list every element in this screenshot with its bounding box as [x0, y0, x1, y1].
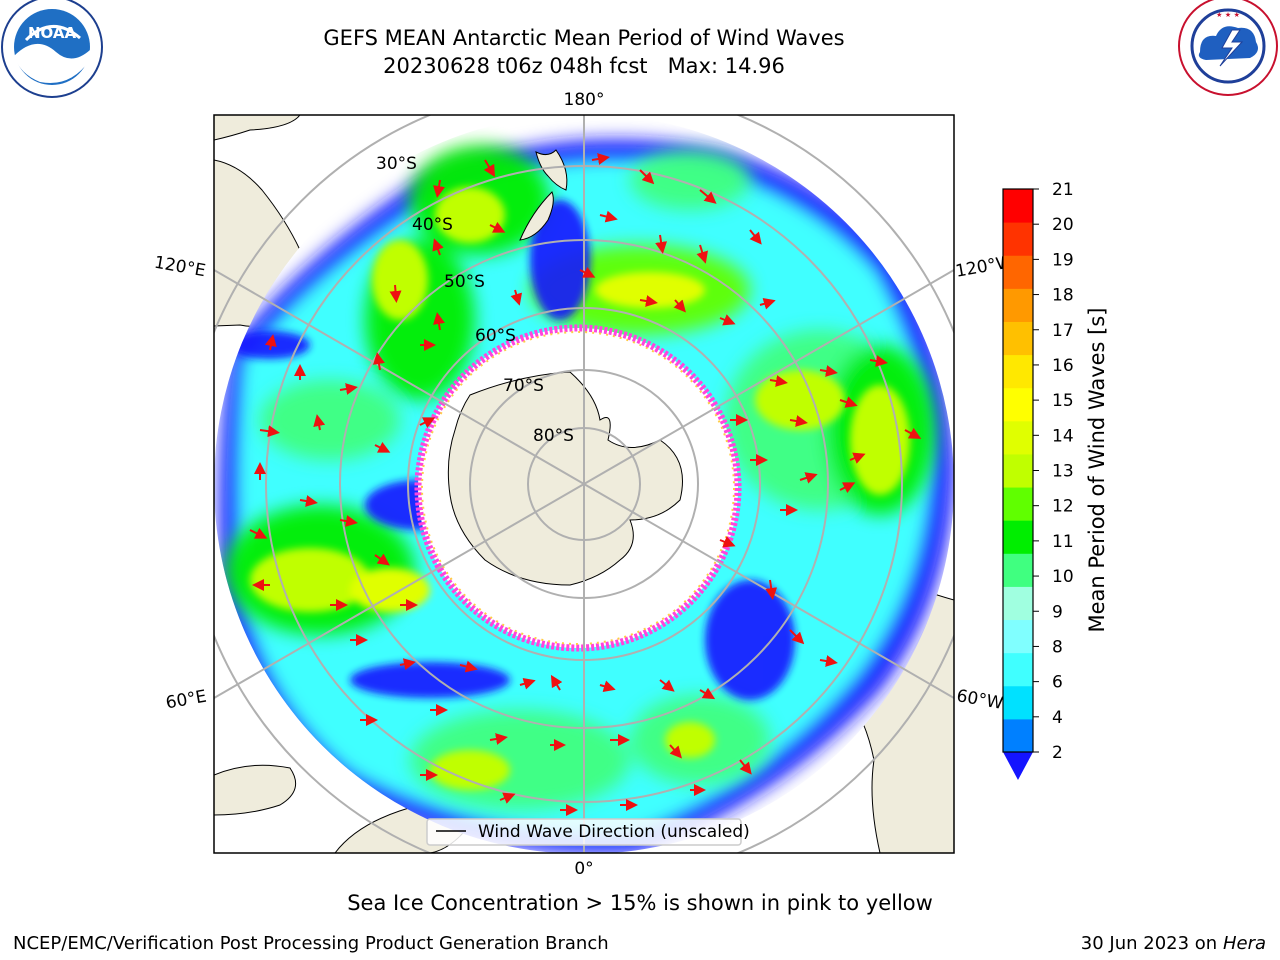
footer-date-text: 30 Jun 2023 on	[1080, 933, 1218, 954]
colorbar-tick-label: 19	[1052, 250, 1074, 270]
colorbar-tick-label: 14	[1052, 426, 1074, 446]
latitude-labels: 30°S 40°S 50°S 60°S 70°S 80°S	[376, 154, 574, 446]
lon-label-120e: 120°E	[153, 253, 207, 282]
lon-label-0: 0°	[574, 859, 593, 879]
lat-label-40s: 40°S	[412, 215, 453, 235]
colorbar-segment	[1003, 222, 1033, 256]
colorbar-tick-label: 20	[1052, 215, 1074, 235]
colorbar-tick-label: 21	[1052, 180, 1074, 200]
lat-label-60s: 60°S	[475, 326, 516, 346]
colorbar-segment	[1003, 487, 1033, 521]
noaa-logo: NOAA	[1, 0, 103, 98]
colorbar-tick-label: 11	[1052, 532, 1074, 552]
colorbar-tick-label: 6	[1052, 673, 1063, 693]
colorbar-label: Mean Period of Wind Waves [s]	[1085, 307, 1109, 633]
colorbar-segment	[1003, 354, 1033, 389]
colorbar: 21 20 19 18 17 16 15 14 13 12 11 10 9 8 6 4 2	[1002, 180, 1074, 780]
colorbar-tick-label: 18	[1052, 286, 1074, 306]
graticule	[214, 115, 954, 853]
colorbar-segment	[1003, 619, 1033, 654]
lon-label-180: 180°	[564, 90, 605, 110]
colorbar-segment	[1003, 387, 1033, 422]
legend-text: Wind Wave Direction (unscaled)	[478, 822, 750, 842]
nws-logo: ★ ★ ★	[1178, 0, 1278, 96]
map-legend: Wind Wave Direction (unscaled)	[426, 818, 750, 846]
colorbar-segment	[1003, 586, 1033, 621]
lat-label-70s: 70°S	[503, 376, 544, 396]
colorbar-segment	[1003, 453, 1033, 488]
colorbar-segment	[1003, 553, 1033, 587]
lon-label-60w: 60°W	[955, 686, 1005, 714]
colorbar-segment	[1003, 685, 1033, 720]
colorbar-tick-label: 12	[1052, 497, 1074, 517]
wind-wave-arrows	[249, 153, 922, 816]
footer-producer: NCEP/EMC/Verification Post Processing Pr…	[13, 933, 609, 954]
colorbar-tick-label: 10	[1052, 567, 1074, 587]
colorbar-segment	[1003, 420, 1033, 455]
lat-label-80s: 80°S	[533, 426, 574, 446]
noaa-logo-text: NOAA	[28, 24, 77, 42]
lon-label-60e: 60°E	[164, 687, 208, 714]
colorbar-segment	[1003, 189, 1033, 223]
colorbar-segment	[1003, 255, 1033, 289]
colorbar-tick-label: 2	[1052, 743, 1063, 763]
colorbar-tick-label: 13	[1052, 462, 1074, 482]
sea-ice-note: Sea Ice Concentration > 15% is shown in …	[347, 891, 933, 915]
colorbar-tick-label: 17	[1052, 321, 1074, 341]
footer-date: 30 Jun 2023 on Hera	[1081, 933, 1266, 954]
lat-label-50s: 50°S	[444, 272, 485, 292]
colorbar-segment	[1003, 321, 1033, 356]
antarctica-land	[447, 371, 683, 586]
colorbar-segment	[1003, 520, 1033, 554]
colorbar-tick-label: 8	[1052, 637, 1063, 657]
lat-label-30s: 30°S	[376, 154, 417, 174]
map-title: GEFS MEAN Antarctic Mean Period of Wind …	[323, 26, 845, 50]
colorbar-segment	[1003, 718, 1033, 753]
svg-text:★ ★ ★: ★ ★ ★	[1216, 11, 1240, 19]
colorbar-tick-label: 15	[1052, 391, 1074, 411]
colorbar-tick-label: 4	[1052, 708, 1063, 728]
colorbar-under-arrow	[1003, 752, 1033, 780]
footer-machine: Hera	[1222, 933, 1266, 954]
colorbar-segment	[1003, 652, 1033, 687]
map-frame	[213, 114, 955, 854]
colorbar-segment	[1003, 288, 1033, 322]
colorbar-tick-label: 16	[1052, 356, 1074, 376]
colorbar-tick-label: 9	[1052, 602, 1063, 622]
map-subtitle: 20230628 t06z 048h fcst Max: 14.96	[383, 54, 785, 78]
